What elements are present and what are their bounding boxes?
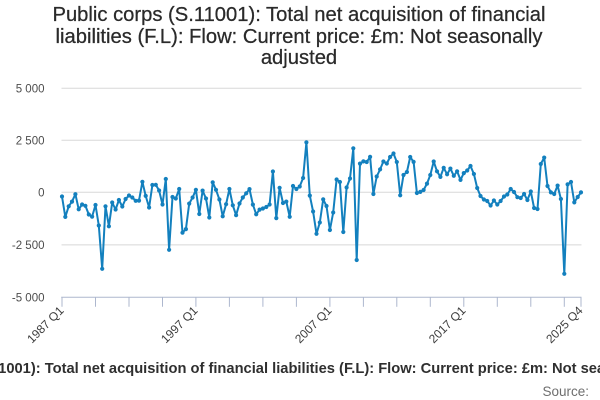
- svg-text:1997 Q1: 1997 Q1: [158, 303, 201, 346]
- svg-text:2007 Q1: 2007 Q1: [292, 303, 335, 346]
- svg-text:-2 500: -2 500: [12, 240, 45, 252]
- svg-text:2025 Q4: 2025 Q4: [543, 303, 586, 346]
- svg-text:1987 Q1: 1987 Q1: [24, 303, 67, 346]
- svg-text:-5 000: -5 000: [12, 292, 45, 304]
- svg-text:2017 Q1: 2017 Q1: [426, 303, 469, 346]
- svg-text:2 500: 2 500: [16, 136, 45, 148]
- svg-text:5 000: 5 000: [16, 84, 45, 96]
- svg-text:0: 0: [38, 187, 44, 199]
